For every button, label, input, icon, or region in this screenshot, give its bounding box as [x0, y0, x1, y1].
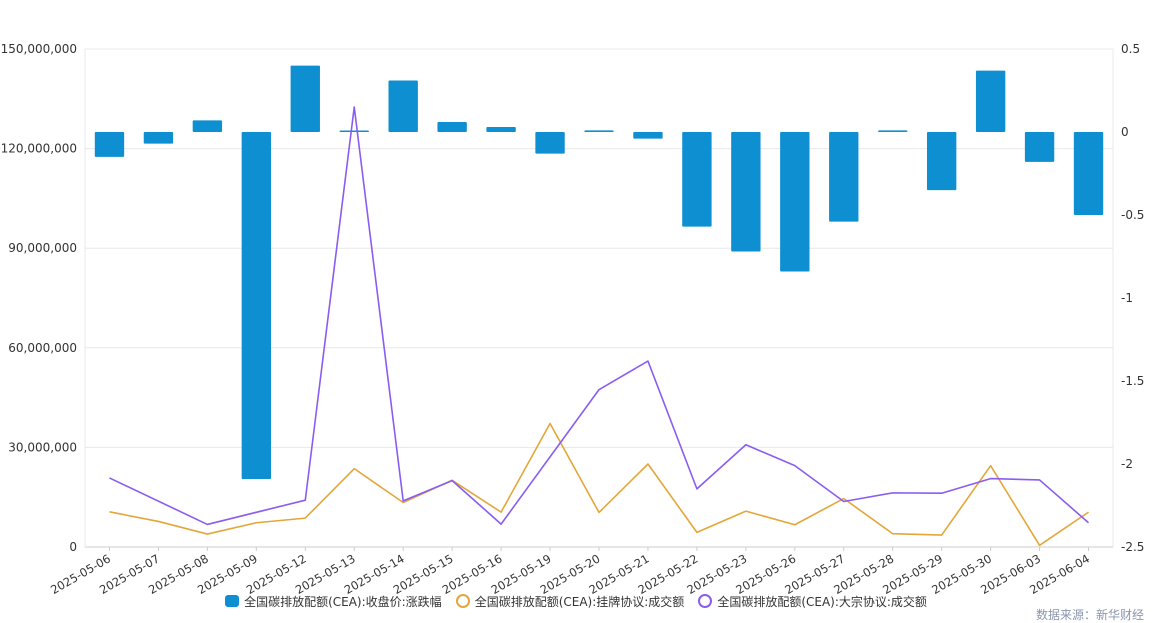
bar [388, 80, 418, 132]
bar [1073, 132, 1104, 215]
legend-label: 全国碳排放配额(CEA):大宗协议:成交额 [717, 594, 927, 609]
bar [829, 132, 859, 222]
legend-bar-swatch [225, 595, 240, 607]
bar [780, 132, 810, 272]
legend-item-listed-turnover[interactable]: 全国碳排放配额(CEA):挂牌协议:成交额 [455, 593, 685, 610]
right-tick-label: -0.5 [1121, 208, 1144, 222]
bar [437, 122, 467, 132]
left-tick-label: 90,000,000 [8, 241, 77, 255]
bar [241, 132, 272, 479]
line-block-turnover [109, 106, 1090, 526]
legend: 全国碳排放配额(CEA):收盘价:涨跌幅 全国碳排放配额(CEA):挂牌协议:成… [0, 591, 1152, 611]
bar [339, 130, 369, 132]
right-tick-label: -2.5 [1121, 540, 1144, 554]
bar [584, 130, 614, 132]
bar [682, 132, 712, 227]
bar [878, 130, 908, 132]
bar [143, 132, 174, 144]
legend-item-block-turnover[interactable]: 全国碳排放配额(CEA):大宗协议:成交额 [698, 593, 927, 610]
bar [290, 65, 320, 132]
right-tick-label: 0.5 [1121, 42, 1140, 56]
bar [975, 70, 1006, 132]
legend-ring-swatch [455, 594, 470, 608]
legend-ring-swatch [698, 594, 713, 608]
bar [633, 132, 663, 139]
bar [535, 132, 565, 154]
left-tick-label: 60,000,000 [8, 341, 77, 355]
legend-item-change-pct[interactable]: 全国碳排放配额(CEA):收盘价:涨跌幅 [225, 593, 442, 610]
bar [926, 132, 957, 191]
left-tick-label: 150,000,000 [1, 42, 77, 56]
legend-label: 全国碳排放配额(CEA):收盘价:涨跌幅 [244, 594, 442, 609]
right-tick-label: 0 [1121, 125, 1129, 139]
bar [192, 120, 223, 132]
bar [486, 127, 516, 132]
left-tick-label: 0 [69, 540, 77, 554]
left-tick-label: 30,000,000 [8, 440, 77, 454]
legend-label: 全国碳排放配额(CEA):挂牌协议:成交额 [474, 594, 685, 609]
bar [94, 132, 125, 157]
source-note: 数据来源：新华财经 [1035, 608, 1144, 622]
right-tick-label: -2 [1121, 457, 1133, 471]
right-tick-label: -1 [1121, 291, 1133, 305]
line-listed-turnover [109, 422, 1089, 547]
bar [731, 132, 761, 252]
bar [1024, 132, 1055, 162]
right-tick-label: -1.5 [1121, 374, 1144, 388]
left-tick-label: 120,000,000 [1, 142, 77, 156]
